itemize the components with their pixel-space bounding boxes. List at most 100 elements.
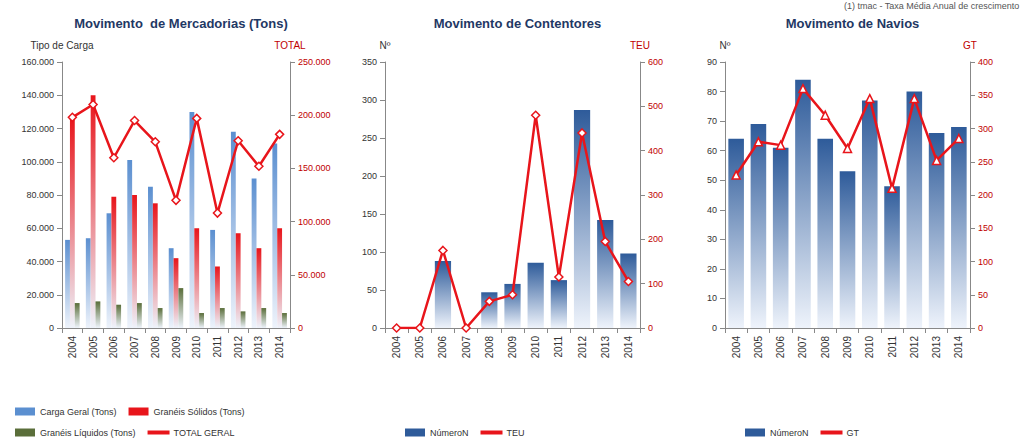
- svg-text:2011: 2011: [212, 336, 223, 358]
- svg-text:40.000: 40.000: [26, 257, 54, 267]
- svg-text:350: 350: [978, 90, 993, 100]
- svg-text:2012: 2012: [233, 336, 244, 359]
- svg-text:0: 0: [648, 323, 653, 333]
- svg-text:80.000: 80.000: [26, 190, 54, 200]
- svg-text:2014: 2014: [623, 336, 634, 359]
- svg-text:70: 70: [707, 116, 717, 126]
- svg-text:2013: 2013: [253, 336, 264, 359]
- svg-text:40: 40: [707, 205, 717, 215]
- svg-text:160.000: 160.000: [21, 57, 54, 67]
- svg-text:2005: 2005: [753, 336, 764, 359]
- svg-text:2014: 2014: [953, 336, 964, 359]
- svg-text:200.000: 200.000: [298, 110, 331, 120]
- svg-text:Carga Geral (Tons): Carga Geral (Tons): [40, 407, 117, 417]
- svg-text:100.000: 100.000: [298, 217, 331, 227]
- svg-text:2005: 2005: [88, 336, 99, 359]
- svg-text:20.000: 20.000: [26, 290, 54, 300]
- svg-text:60: 60: [707, 146, 717, 156]
- svg-text:300: 300: [648, 190, 663, 200]
- svg-text:0: 0: [712, 323, 717, 333]
- svg-text:250: 250: [362, 133, 377, 143]
- svg-text:400: 400: [648, 146, 663, 156]
- svg-text:50: 50: [367, 285, 377, 295]
- svg-text:Nº: Nº: [720, 40, 731, 51]
- svg-text:50: 50: [978, 290, 988, 300]
- svg-text:2006: 2006: [108, 336, 119, 359]
- svg-text:2013: 2013: [931, 336, 942, 359]
- svg-text:60.000: 60.000: [26, 223, 54, 233]
- svg-text:2011: 2011: [553, 336, 564, 358]
- svg-text:2010: 2010: [191, 336, 202, 359]
- svg-text:0: 0: [49, 323, 54, 333]
- svg-text:300: 300: [978, 124, 993, 134]
- svg-text:20: 20: [707, 264, 717, 274]
- svg-text:50: 50: [707, 175, 717, 185]
- svg-text:2004: 2004: [731, 336, 742, 359]
- svg-text:2008: 2008: [484, 336, 495, 359]
- svg-text:10: 10: [707, 293, 717, 303]
- svg-text:2006: 2006: [437, 336, 448, 359]
- svg-text:NúmeroN: NúmeroN: [770, 428, 809, 438]
- svg-text:100: 100: [978, 257, 993, 267]
- svg-text:2011: 2011: [887, 336, 898, 358]
- svg-text:Movimento de Contentores: Movimento de Contentores: [434, 16, 602, 31]
- svg-text:90: 90: [707, 57, 717, 67]
- svg-text:400: 400: [978, 57, 993, 67]
- svg-text:Nº: Nº: [380, 40, 391, 51]
- svg-text:250.000: 250.000: [298, 57, 331, 67]
- svg-text:2008: 2008: [820, 336, 831, 359]
- svg-text:250: 250: [978, 157, 993, 167]
- svg-text:2005: 2005: [414, 336, 425, 359]
- svg-text:200: 200: [362, 171, 377, 181]
- svg-text:50.000: 50.000: [298, 270, 326, 280]
- svg-text:100.000: 100.000: [21, 157, 54, 167]
- svg-text:200: 200: [648, 234, 663, 244]
- svg-text:2004: 2004: [67, 336, 78, 359]
- svg-text:150.000: 150.000: [298, 163, 331, 173]
- svg-text:140.000: 140.000: [21, 90, 54, 100]
- svg-text:600: 600: [648, 57, 663, 67]
- svg-text:Movimento de Navios: Movimento de Navios: [786, 16, 920, 31]
- svg-text:120.000: 120.000: [21, 124, 54, 134]
- svg-text:GT: GT: [963, 40, 977, 51]
- svg-text:200: 200: [978, 190, 993, 200]
- svg-text:2014: 2014: [274, 336, 285, 359]
- svg-text:(1) tmac - Taxa Média Anual de: (1) tmac - Taxa Média Anual de crescimen…: [844, 1, 1019, 11]
- svg-text:2010: 2010: [530, 336, 541, 359]
- svg-text:NúmeroN: NúmeroN: [430, 428, 469, 438]
- svg-text:100: 100: [648, 279, 663, 289]
- svg-text:150: 150: [978, 223, 993, 233]
- svg-text:2010: 2010: [864, 336, 875, 359]
- svg-text:2013: 2013: [600, 336, 611, 359]
- svg-text:300: 300: [362, 95, 377, 105]
- svg-text:TEU: TEU: [630, 40, 650, 51]
- svg-text:Tipo de Carga: Tipo de Carga: [31, 40, 94, 51]
- svg-text:2009: 2009: [507, 336, 518, 359]
- svg-text:2007: 2007: [797, 336, 808, 359]
- svg-text:2009: 2009: [171, 336, 182, 359]
- svg-text:30: 30: [707, 234, 717, 244]
- svg-text:2008: 2008: [150, 336, 161, 359]
- svg-text:TOTAL: TOTAL: [274, 40, 306, 51]
- svg-text:TOTAL GERAL: TOTAL GERAL: [174, 428, 235, 438]
- svg-text:2007: 2007: [129, 336, 140, 359]
- svg-text:500: 500: [648, 101, 663, 111]
- svg-text:Granéis Líquidos (Tons): Granéis Líquidos (Tons): [40, 428, 136, 438]
- svg-text:Movimento de Mercadorias (Ton: Movimento de Mercadorias (Tons): [74, 16, 288, 31]
- svg-text:0: 0: [298, 323, 303, 333]
- svg-text:2012: 2012: [909, 336, 920, 359]
- svg-text:2006: 2006: [775, 336, 786, 359]
- svg-text:80: 80: [707, 87, 717, 97]
- svg-text:GT: GT: [847, 428, 860, 438]
- svg-text:150: 150: [362, 209, 377, 219]
- svg-text:100: 100: [362, 247, 377, 257]
- svg-text:0: 0: [372, 323, 377, 333]
- svg-text:2009: 2009: [842, 336, 853, 359]
- svg-text:0: 0: [978, 323, 983, 333]
- svg-text:350: 350: [362, 57, 377, 67]
- svg-text:2012: 2012: [577, 336, 588, 359]
- svg-text:2004: 2004: [391, 336, 402, 359]
- svg-text:2007: 2007: [461, 336, 472, 359]
- svg-text:Granéis Sólidos (Tons): Granéis Sólidos (Tons): [154, 407, 245, 417]
- svg-text:TEU: TEU: [507, 428, 525, 438]
